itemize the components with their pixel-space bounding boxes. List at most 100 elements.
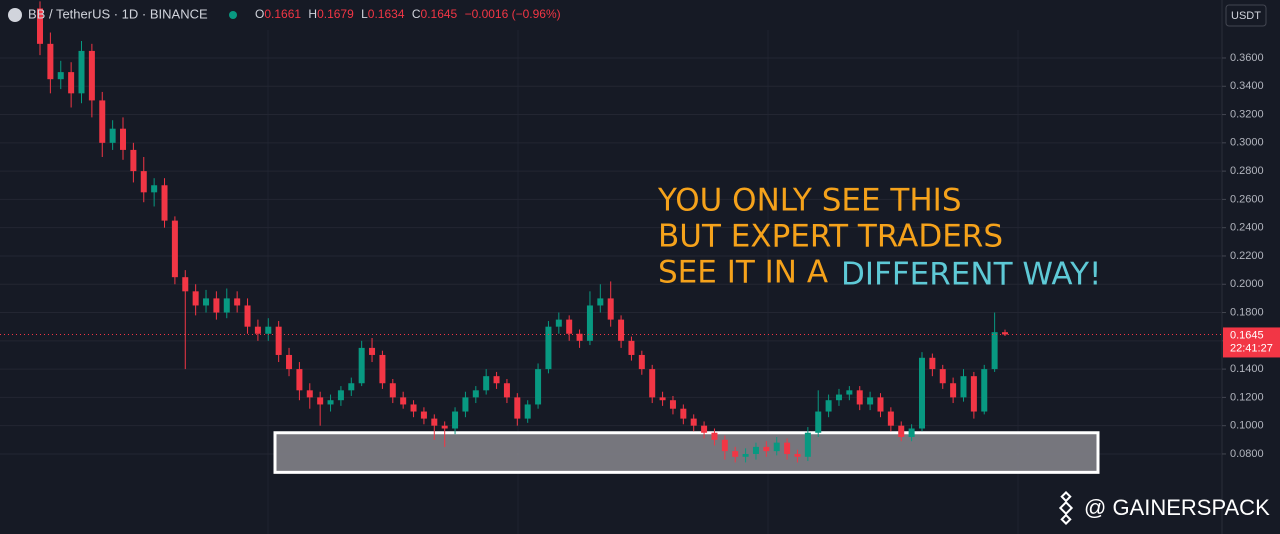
candle-body xyxy=(161,185,168,221)
y-tick-label: 0.2000 xyxy=(1230,278,1264,290)
candle-body xyxy=(327,400,334,405)
candle-body xyxy=(991,332,998,370)
ohlc-value: 0.1634 xyxy=(368,7,405,21)
candle-body xyxy=(472,390,479,398)
candle-body xyxy=(555,319,562,327)
candle-body xyxy=(763,446,770,452)
candle-body xyxy=(348,383,355,391)
y-tick-label: 0.0800 xyxy=(1230,448,1264,460)
ohlc-value: 0.1661 xyxy=(264,7,301,21)
y-tick-label: 0.2400 xyxy=(1230,222,1264,234)
y-tick-label: 0.2800 xyxy=(1230,165,1264,177)
ohlc-label: L xyxy=(361,7,368,21)
ohlc-label: O xyxy=(255,7,264,21)
candle-body xyxy=(78,50,85,94)
candle-body xyxy=(400,397,407,405)
y-tick-label: 0.1200 xyxy=(1230,391,1264,403)
candle-body xyxy=(420,411,427,419)
y-tick-label: 0.1400 xyxy=(1230,363,1264,375)
candle-body xyxy=(721,439,728,452)
candle-body xyxy=(462,397,469,412)
ohlc-value: 0.1645 xyxy=(421,7,458,21)
candle-body xyxy=(88,50,95,101)
candle-body xyxy=(680,408,687,419)
candle-body xyxy=(171,220,178,278)
candle-body xyxy=(784,442,791,454)
candle-body xyxy=(929,357,936,370)
watermark: @ GAINERSPACK xyxy=(1058,491,1270,525)
candle-body xyxy=(804,432,811,457)
candle-body xyxy=(825,400,832,412)
support-zone xyxy=(273,431,1100,474)
candle-body xyxy=(203,298,210,306)
candle-body xyxy=(441,425,448,429)
candle-body xyxy=(130,149,137,172)
symbol: BB / TetherUS · 1D · BINANCE xyxy=(28,6,208,21)
y-tick-label: 0.2200 xyxy=(1230,250,1264,262)
candle-body xyxy=(57,72,64,80)
currency-button[interactable] xyxy=(1225,4,1267,27)
candle-body xyxy=(483,376,490,391)
candle-body xyxy=(960,376,967,398)
candle-body xyxy=(535,369,542,405)
candle-body xyxy=(234,298,241,306)
candle-body xyxy=(514,397,521,419)
candle-body xyxy=(638,354,645,370)
candle-body xyxy=(669,400,676,409)
candle-body xyxy=(369,347,376,355)
y-tick-label: 0.2600 xyxy=(1230,193,1264,205)
candle-body xyxy=(265,326,272,334)
annotation-line: SEE IT IN A xyxy=(658,255,828,291)
candle-body xyxy=(950,383,957,398)
watermark-logo xyxy=(1058,491,1074,525)
candle-body xyxy=(867,397,874,405)
candle-body xyxy=(213,298,220,313)
candle-body xyxy=(244,305,251,327)
candle-body xyxy=(794,453,801,457)
candle-body xyxy=(431,418,438,426)
ohlc-label: C xyxy=(412,7,421,21)
candle-body xyxy=(493,376,500,384)
candle-body xyxy=(586,305,593,341)
candle-body xyxy=(140,171,147,193)
watermark-text: @ GAINERSPACK xyxy=(1084,495,1270,520)
ohlc-legend: O0.1661 H0.1679 L0.1634 C0.1645 −0.0016 … xyxy=(255,7,561,21)
candle-body xyxy=(649,369,656,398)
candle-body xyxy=(711,432,718,440)
candle-body xyxy=(939,369,946,384)
y-tick-label: 0.3400 xyxy=(1230,80,1264,92)
candle-body xyxy=(732,451,739,457)
candle-body xyxy=(275,326,282,355)
candle-body xyxy=(908,428,915,437)
candle-body xyxy=(835,394,842,401)
candle-body xyxy=(306,390,313,398)
candle-body xyxy=(358,347,365,384)
symbol-icon xyxy=(8,8,22,22)
candle-body xyxy=(607,298,614,320)
candle-body xyxy=(389,383,396,398)
candle-body xyxy=(628,340,635,355)
last-price-label: 0.1645 xyxy=(1230,329,1264,341)
candle-body xyxy=(410,404,417,412)
candle-body xyxy=(68,72,75,94)
y-tick-label: 0.3000 xyxy=(1230,137,1264,149)
candle-body xyxy=(379,354,386,384)
candle-body xyxy=(752,446,759,454)
candle-body xyxy=(846,390,853,395)
candle-body xyxy=(815,411,822,433)
currency-label[interactable]: USDT xyxy=(1231,10,1261,22)
candle-body xyxy=(192,291,199,306)
y-tick-label: 0.3600 xyxy=(1230,52,1264,64)
change: −0.0016 (−0.96%) xyxy=(465,7,561,21)
candle-body xyxy=(773,442,780,452)
candle-body xyxy=(37,8,43,44)
candle-body xyxy=(597,298,604,306)
last-price-tag xyxy=(1223,327,1280,358)
candle-body xyxy=(524,404,531,419)
candle-body xyxy=(452,411,459,429)
ohlc-value: 0.1679 xyxy=(317,7,354,21)
zone-layer xyxy=(273,431,1100,474)
candle-body xyxy=(1002,332,1008,335)
